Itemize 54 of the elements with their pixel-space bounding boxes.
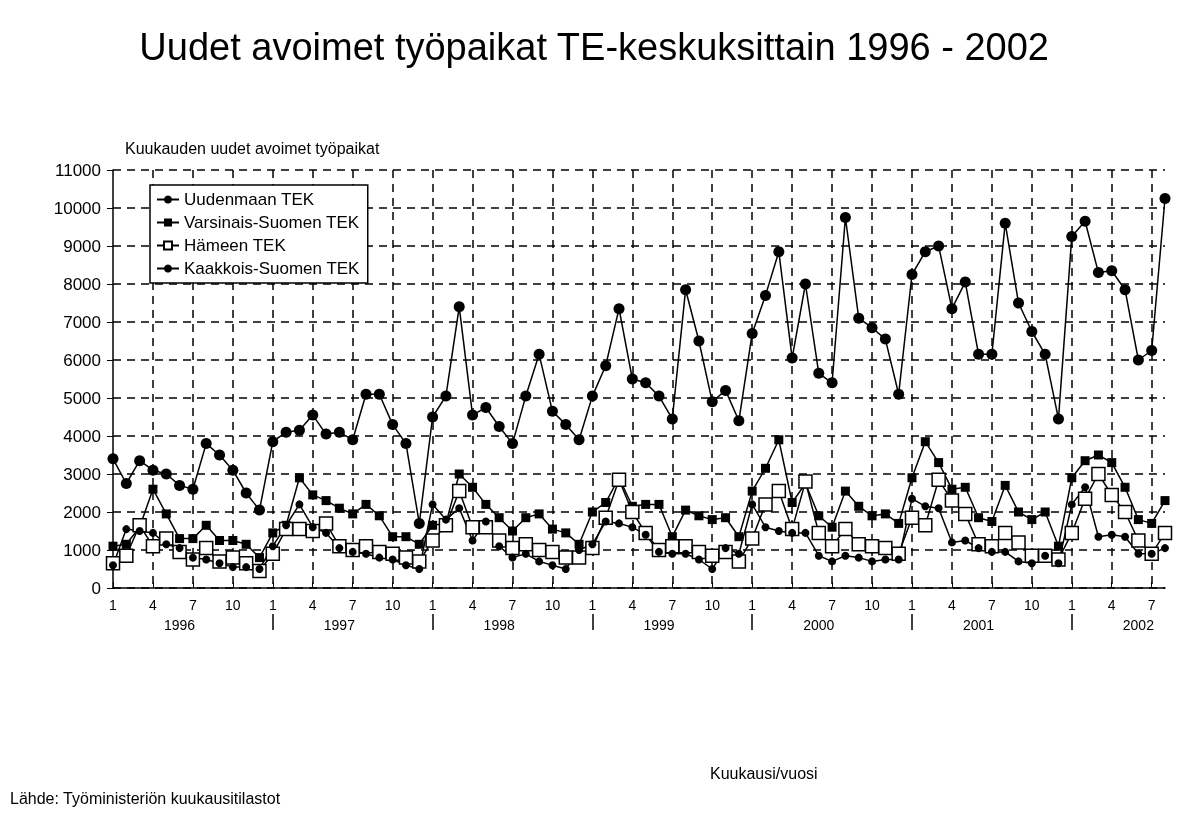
- x-tick-label: 7: [668, 597, 677, 613]
- chart-title: Uudet avoimet työpaikat TE-keskuksittain 1996 - 2002: [139, 26, 1049, 68]
- x-tick-label: 10: [1024, 597, 1040, 613]
- x-tick-label: 1: [588, 597, 597, 613]
- text: 1997: [323, 617, 356, 633]
- x-tick-label: 7: [348, 597, 357, 613]
- y-tick-label: 9000: [63, 236, 101, 256]
- y-tick-label: 10000: [53, 198, 101, 218]
- x-tick-label: 1: [748, 597, 757, 613]
- y-tick-label: 5000: [63, 388, 101, 408]
- y-tick-label: 2000: [63, 502, 101, 522]
- y-tick-label: 7000: [63, 312, 101, 332]
- x-tick-label: 7: [508, 597, 517, 613]
- x-tick-label: 4: [149, 597, 158, 613]
- x-tick-label: 7: [189, 597, 197, 613]
- legend-label: Uudenmaan TEK: [184, 190, 315, 209]
- x-tick-label: 1: [109, 597, 118, 613]
- x-tick-label: 10: [225, 597, 241, 613]
- text: 2002: [1122, 617, 1155, 633]
- legend-label: Hämeen TEK: [184, 236, 287, 255]
- y-tick-label: 0: [91, 578, 101, 598]
- y-tick-label: 8000: [63, 274, 101, 294]
- y-tick-label: 4000: [63, 426, 101, 446]
- x-tick-label: 7: [1147, 597, 1156, 613]
- legend-label: Varsinais-Suomen TEK: [184, 213, 360, 232]
- y-tick-label: 11000: [54, 160, 101, 180]
- y-tick-label: 1000: [63, 540, 101, 560]
- x-tick-label: 1: [428, 597, 437, 613]
- text: Kuukausi/vuosi: [710, 764, 818, 782]
- x-tick-label: 10: [544, 597, 561, 613]
- x-tick-label: 1: [268, 597, 277, 613]
- text: 1999: [643, 617, 675, 633]
- x-tick-label: 4: [788, 597, 797, 613]
- text: 2000: [803, 617, 835, 633]
- x-tick-label: 4: [948, 597, 957, 613]
- x-tick-label: 4: [1107, 597, 1116, 613]
- x-tick-label: 10: [864, 597, 881, 613]
- text: 2001: [962, 617, 995, 633]
- text: 1998: [483, 617, 515, 633]
- x-tick-label: 1: [1067, 597, 1076, 613]
- text: Lähde: Työministeriön kuukausitilastot: [10, 789, 281, 807]
- x-tick-label: 1: [908, 597, 917, 613]
- y-tick-label: 3000: [63, 464, 101, 484]
- legend-label: Kaakkois-Suomen TEK: [184, 259, 361, 278]
- x-tick-label: 7: [828, 597, 837, 613]
- y-tick-label: 6000: [63, 350, 101, 370]
- y-axis-title: Kuukauden uudet avoimet työpaikat: [125, 139, 380, 157]
- x-tick-label: 4: [308, 597, 317, 613]
- x-tick-label: 4: [628, 597, 637, 613]
- x-tick-label: 10: [704, 597, 721, 613]
- x-tick-label: 7: [987, 597, 996, 613]
- x-tick-label: 10: [384, 597, 401, 613]
- x-tick-label: 4: [468, 597, 477, 613]
- text: 1996: [164, 617, 196, 633]
